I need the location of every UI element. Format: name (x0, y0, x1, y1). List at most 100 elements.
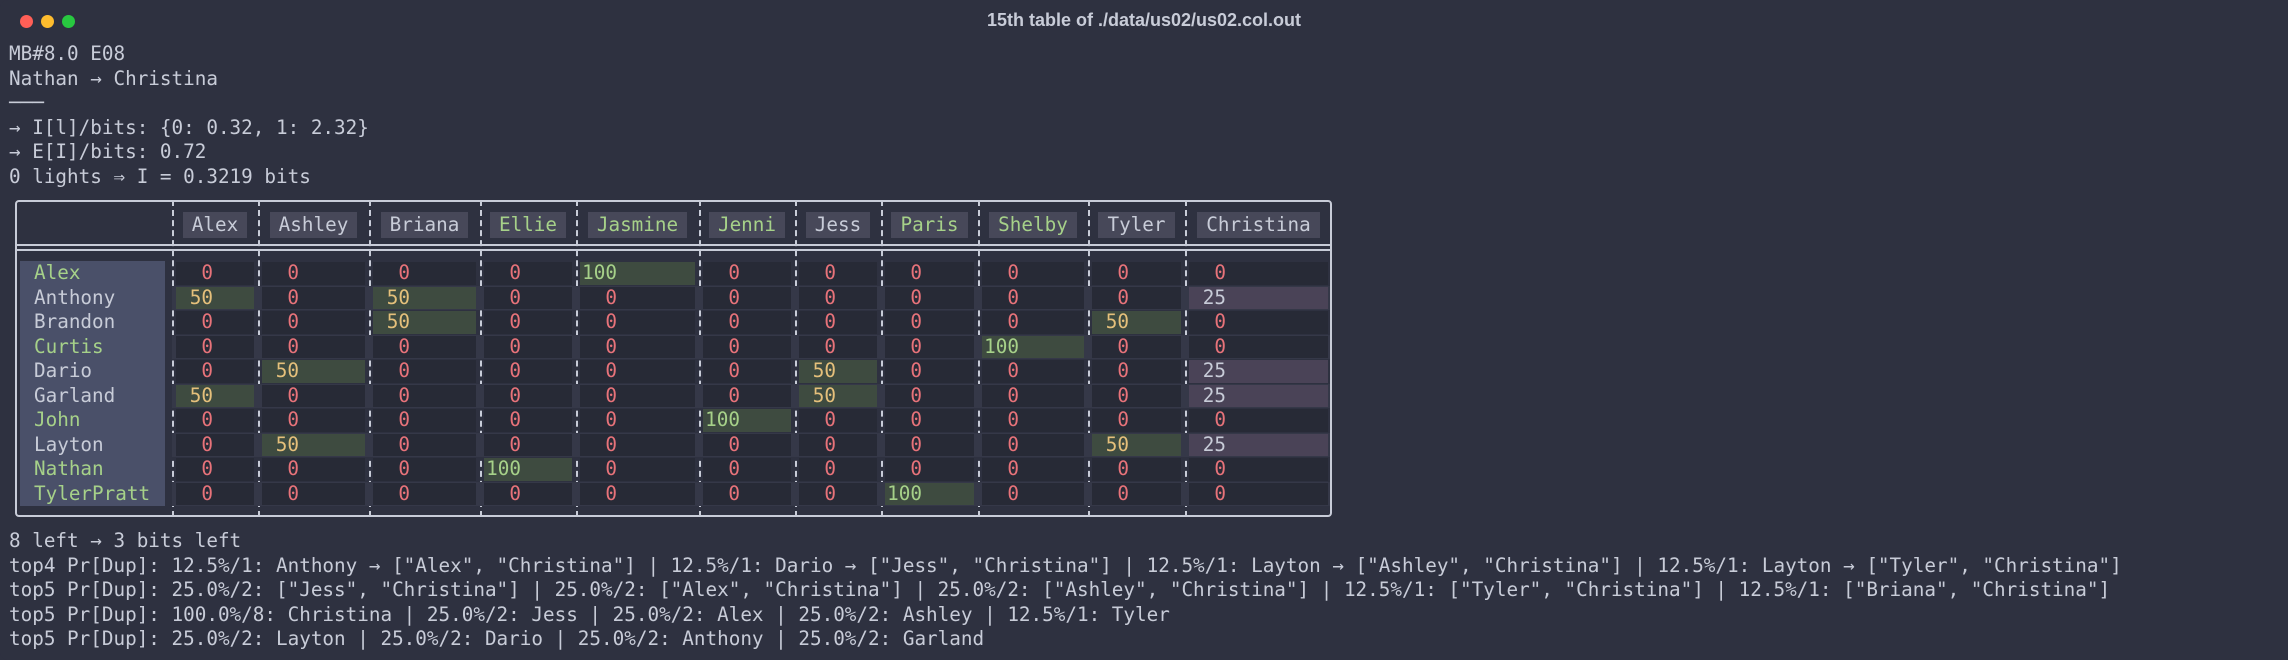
row-label: Brandon (20, 310, 165, 335)
cell-value: 0 (1007, 408, 1019, 431)
cell-background (580, 262, 695, 285)
cell-background (1189, 311, 1328, 334)
cell-value: 0 (1214, 310, 1226, 333)
header-separator (15, 249, 1332, 251)
cell-background (373, 335, 476, 358)
cell-value: 0 (201, 310, 213, 333)
cell-background (580, 286, 695, 309)
cell-background (580, 311, 695, 334)
cell-value: 0 (398, 432, 410, 456)
cell-background (176, 262, 254, 285)
minimize-button[interactable] (41, 15, 54, 28)
cell-background (484, 409, 572, 432)
cell-value: 0 (605, 432, 617, 456)
cell-value: 0 (728, 383, 740, 407)
cell-value: 25 (1202, 285, 1226, 309)
cell-background (1092, 433, 1181, 456)
cell-background (1189, 360, 1328, 383)
cell-value: 0 (509, 432, 521, 456)
cell-background (703, 262, 791, 285)
cell-value: 0 (287, 481, 299, 505)
cell-value: 0 (1117, 261, 1129, 284)
cell-value: 100 (486, 457, 521, 480)
cell-background (885, 433, 974, 456)
close-button[interactable] (20, 15, 33, 28)
cell-background (580, 458, 695, 481)
cell-value: 0 (824, 261, 836, 284)
cell-background (1092, 409, 1181, 432)
footer-line: top5 Pr[Dup]: 25.0%/2: Layton | 25.0%/2:… (9, 627, 985, 650)
cell-value: 0 (1117, 285, 1129, 309)
cell-background (799, 286, 877, 309)
cell-value: 0 (910, 334, 922, 358)
column-name: Christina (1197, 212, 1320, 238)
cell-background (1189, 433, 1328, 456)
cell-value: 0 (728, 334, 740, 358)
cell-background (703, 286, 791, 309)
cell-background (1092, 384, 1181, 407)
cell-value: 0 (398, 261, 410, 284)
cell-value: 0 (1007, 310, 1019, 333)
cell-value: 0 (824, 408, 836, 431)
row-label: Dario (20, 359, 165, 384)
column-name: Alex (182, 212, 248, 238)
cell-value: 0 (824, 457, 836, 480)
header-line: → I[l]/bits: {0: 0.32, 1: 2.32} (9, 115, 369, 139)
cell-value: 0 (398, 334, 410, 358)
cell-value: 0 (509, 261, 521, 284)
column-name: Ellie (489, 212, 567, 238)
column-header: Briana (369, 212, 480, 238)
maximize-button[interactable] (62, 15, 75, 28)
cell-value: 0 (201, 457, 213, 480)
row-label: Garland (20, 383, 165, 408)
cell-background (484, 311, 572, 334)
cell-background (262, 482, 365, 505)
cell-background (580, 433, 695, 456)
cell-value: 0 (605, 285, 617, 309)
cell-value: 0 (824, 481, 836, 505)
cell-background (176, 409, 254, 432)
footer-line: top4 Pr[Dup]: 12.5%/1: Anthony → ["Alex"… (9, 553, 2122, 577)
cell-value: 0 (824, 432, 836, 456)
cell-value: 0 (509, 285, 521, 309)
cell-background (1189, 482, 1328, 505)
cell-background (1092, 335, 1181, 358)
cell-background (484, 360, 572, 383)
cell-value: 100 (984, 334, 1019, 358)
cell-background (982, 433, 1084, 456)
cell-value: 0 (728, 285, 740, 309)
row-label: Layton (20, 432, 165, 457)
cell-background (799, 311, 877, 334)
cell-value: 0 (509, 334, 521, 358)
cell-background (982, 286, 1084, 309)
cell-background (176, 286, 254, 309)
cell-background (885, 262, 974, 285)
cell-value: 0 (1214, 334, 1226, 358)
cell-value: 0 (910, 432, 922, 456)
column-header: Shelby (978, 212, 1088, 238)
cell-value: 0 (509, 359, 521, 382)
cell-background (262, 311, 365, 334)
cell-value: 0 (201, 261, 213, 284)
cell-value: 0 (605, 481, 617, 505)
cell-background (799, 384, 877, 407)
cell-background (484, 384, 572, 407)
row-label: TylerPratt (20, 481, 165, 506)
cell-value: 0 (1117, 383, 1129, 407)
cell-background (176, 335, 254, 358)
cell-value: 0 (509, 481, 521, 505)
cell-value: 0 (1007, 457, 1019, 480)
cell-background (1092, 286, 1181, 309)
cell-value: 0 (605, 383, 617, 407)
cell-background (982, 262, 1084, 285)
cell-background (262, 384, 365, 407)
cell-value: 0 (1007, 481, 1019, 505)
cell-value: 0 (287, 285, 299, 309)
cell-background (176, 360, 254, 383)
cell-value: 0 (398, 481, 410, 505)
cell-value: 0 (1214, 408, 1226, 431)
cell-background (484, 433, 572, 456)
cell-background (1092, 360, 1181, 383)
cell-background (982, 482, 1084, 505)
cell-background (799, 262, 877, 285)
